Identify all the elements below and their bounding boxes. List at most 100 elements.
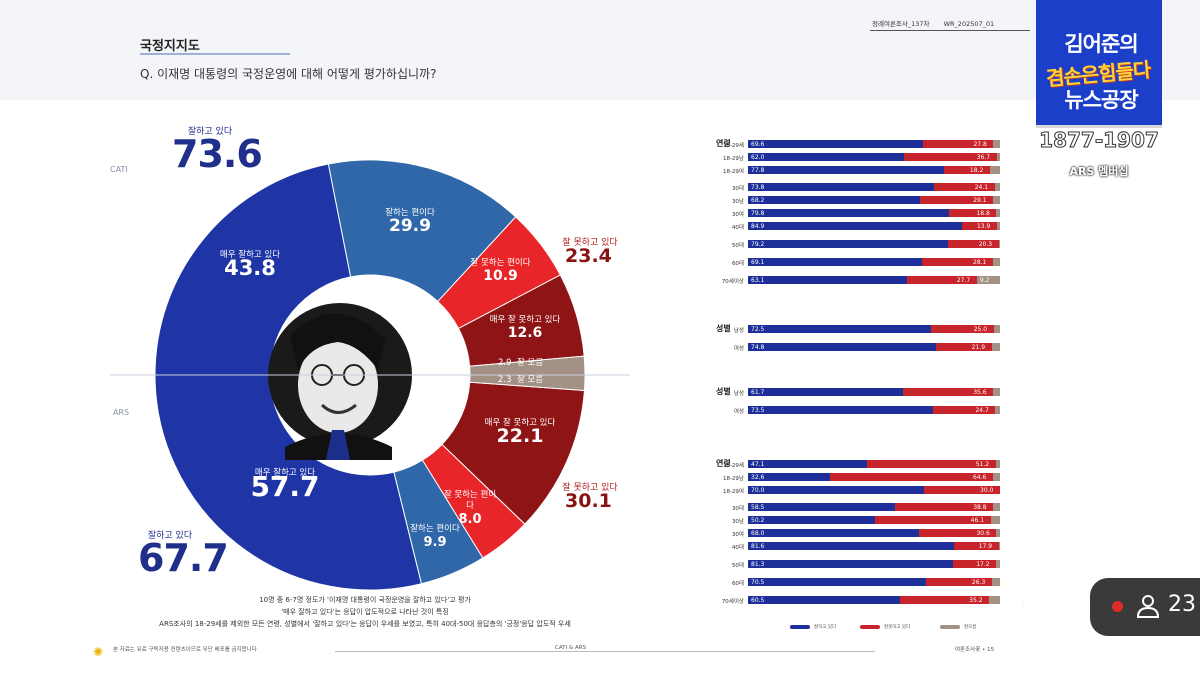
bar-good-0-9: [748, 276, 907, 284]
live-dot-icon: [1112, 601, 1123, 612]
bar-bad-3-5: [919, 529, 997, 537]
flower-icon: ✺: [93, 645, 104, 659]
cati-dk-value: 2.9: [498, 358, 512, 368]
bar-bad-0-3: [933, 183, 995, 191]
row-label-2-1: 여성: [733, 409, 744, 415]
cati-good-total-label: 잘하고 있다: [187, 127, 233, 137]
bar-good-0-2: [748, 166, 945, 174]
row-label-3-3: 30대: [731, 506, 744, 512]
bar-dk-3-7: [996, 560, 1000, 568]
bar-good-0-8: [748, 258, 923, 266]
bar-value-bad-3-4: 46.1: [970, 517, 985, 524]
bar-bad-3-2: [924, 486, 1000, 494]
bar-value-good-3-6: 81.6: [751, 543, 765, 550]
bar-dk-2-0: [993, 388, 1000, 396]
bar-value-bad-0-2: 18.2: [969, 167, 984, 174]
bar-bad-3-7: [952, 560, 997, 568]
bar-bad-0-2: [944, 166, 990, 174]
bar-dk-0-3: [994, 183, 1000, 191]
cati-slice-1: [327, 159, 517, 303]
ars-bad-total: 30.1: [565, 490, 612, 512]
bar-bad-3-6: [953, 542, 999, 550]
bar-good-0-4: [748, 196, 920, 204]
bar-dk-0-0: [993, 140, 1000, 148]
bar-good-0-0: [748, 140, 924, 148]
cati-very-bad-label: 매우 잘 못하고 있다: [489, 315, 561, 325]
bar-good-3-4: [748, 516, 875, 524]
ars-slice-1: [393, 459, 484, 585]
ars-good-total: 67.7: [138, 536, 229, 580]
cati-label: CATI: [110, 165, 128, 174]
footer: 본 자료는 유료 구독자용 컨텐츠이므로 무단 배포를 금지합니다 CATI &…: [95, 645, 1005, 657]
footer-right: 여론조사꽃 • 15: [955, 647, 995, 653]
bar-good-3-5: [748, 529, 920, 537]
broadcast-logo: [1036, 0, 1162, 128]
ars-slice-0: [154, 374, 423, 590]
row-label-1-0: 남성: [733, 328, 744, 334]
bar-value-good-3-8: 70.5: [751, 579, 765, 586]
ars-somewhat-bad: 잘 못하는 편이다 8.0: [440, 490, 500, 526]
bar-value-bad-0-5: 18.8: [976, 210, 990, 217]
phone-number: 1877-1907: [1039, 128, 1160, 153]
bar-good-0-7: [748, 240, 948, 248]
bar-value-bad-3-1: 64.6: [972, 474, 987, 481]
ars-somewhat-good-label: 잘하는 편이다: [410, 524, 460, 534]
cati-somewhat-bad-value: 10.9: [483, 268, 518, 284]
survey-round: 정례여론조사_137차: [872, 20, 930, 28]
logo-line-1: 김어준의: [1064, 32, 1138, 56]
bar-good-3-1: [748, 473, 831, 481]
legend-dk: 잘모름: [940, 624, 976, 630]
bar-bad-3-3: [895, 503, 994, 511]
group-label-3: 연령: [716, 459, 731, 468]
bar-good-1-1: [748, 343, 937, 351]
cati-very-bad: 매우 잘 못하고 있다 12.6: [480, 315, 570, 340]
footer-rule: [335, 651, 875, 652]
bar-dk-3-0: [995, 460, 1000, 468]
ars-very-good: 매우 잘하고 있다 57.7: [235, 468, 335, 501]
bar-value-good-0-0: 69.6: [751, 141, 765, 148]
bar-good-2-0: [748, 388, 904, 396]
bar-good-0-6: [748, 222, 962, 230]
row-label-0-7: 50대: [731, 243, 744, 249]
legend-bad-swatch: [860, 624, 880, 629]
bar-dk-1-0: [993, 325, 1000, 333]
ars-very-bad-label: 매우 잘 못하고 있다: [484, 418, 556, 428]
bar-good-2-1: [748, 406, 934, 414]
question-text: Q. 이재명 대통령의 국정운영에 대해 어떻게 평가하십니까?: [140, 67, 437, 81]
bar-dk-0-4: [993, 196, 1000, 204]
bar-value-bad-3-6: 17.9: [978, 543, 993, 550]
row-label-0-8: 60대: [731, 261, 744, 267]
bar-value-bad-3-8: 26.3: [971, 579, 986, 586]
bar-value-good-2-0: 61.7: [751, 389, 765, 396]
bar-value-good-0-9: 63.1: [751, 277, 765, 284]
bar-dk-0-1: [996, 153, 1000, 161]
ars-label: ARS: [113, 408, 130, 417]
group-label-1: 성별: [716, 324, 731, 333]
bar-dk-3-3: [993, 503, 1000, 511]
cati-very-good-label: 매우 잘하고 있다: [219, 250, 281, 260]
bar-dk-3-1: [992, 473, 1000, 481]
cati-somewhat-good-label: 잘하는 편이다: [385, 208, 435, 218]
bar-value-bad-0-8: 28.1: [972, 259, 987, 266]
row-label-0-6: 40대: [731, 225, 744, 231]
logo-line-3: 뉴스공장: [1064, 88, 1138, 112]
bar-value-bad-2-1: 24.7: [975, 407, 989, 414]
bar-value-good-0-1: 62.0: [751, 154, 765, 161]
header-meta: 정례여론조사_137차 WR_202507_01: [872, 18, 1006, 28]
bar-bad-0-1: [904, 153, 997, 161]
viewer-badge[interactable]: [1090, 578, 1200, 636]
caption-line-3: ARS조사의 18-29세를 제외한 모든 연령, 성별에서 '잘하고 있다'는…: [159, 620, 571, 628]
bar-value-good-0-5: 79.8: [751, 210, 765, 217]
group-label-2: 성별: [716, 387, 731, 396]
bar-bad-3-8: [925, 578, 992, 586]
row-label-3-4: 30남: [731, 519, 744, 525]
caption-line-1: 10명 중 6-7명 정도가 '이재명 대통령이 국정운영을 잘하고 있다'고 …: [259, 596, 471, 604]
bar-bad-0-0: [923, 140, 994, 148]
bar-bad-3-9: [900, 596, 990, 604]
cati-good-total: 73.6: [172, 132, 263, 176]
cati-bad-total-label: 잘 못하고 있다: [562, 238, 618, 248]
bar-value-bad-0-7: 20.3: [978, 241, 993, 248]
ars-somewhat-good-value: 9.9: [423, 535, 447, 550]
footer-center: CATI & ARS: [555, 645, 587, 651]
bar-value-bad-0-9: 27.7: [956, 277, 971, 284]
